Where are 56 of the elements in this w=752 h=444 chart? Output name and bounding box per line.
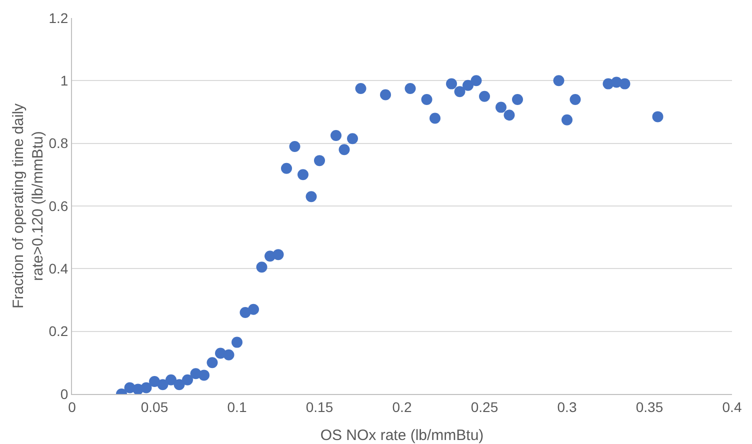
point [174, 379, 185, 390]
point [182, 374, 193, 386]
point [380, 89, 391, 100]
point [504, 110, 515, 121]
point [140, 382, 152, 394]
point [206, 357, 218, 368]
point [479, 90, 490, 102]
x-tick-label: 0.05 [140, 398, 168, 415]
point [355, 83, 366, 94]
x-tick-label: 0.25 [470, 398, 498, 415]
x-axis-title: OS NOx rate (lb/mmBtu) [320, 427, 484, 444]
point [562, 114, 572, 126]
x-tick-label: 0.15 [306, 398, 334, 415]
point [289, 140, 300, 152]
point [652, 111, 664, 122]
y-tick-label: 0.4 [48, 260, 68, 277]
point [272, 249, 284, 260]
y-axis-title: Fraction of operating time daily rate>0.120 (lb/mmBtu) [10, 102, 47, 309]
point [248, 304, 259, 315]
point [619, 78, 630, 90]
y-tick-label: 0.2 [48, 323, 68, 340]
y-tick-label: 0.6 [48, 198, 68, 214]
y-tick-label: 1 [60, 72, 68, 89]
point [454, 86, 466, 98]
x-tick-label: 0.1 [227, 398, 247, 415]
point [306, 191, 317, 202]
point [404, 83, 416, 94]
point [157, 379, 168, 390]
point [430, 112, 440, 124]
point [496, 102, 506, 113]
y-tick-label: 0.8 [48, 135, 68, 152]
x-tick-label: 0.3 [557, 398, 577, 415]
point [232, 336, 242, 348]
point [421, 94, 432, 105]
point [338, 144, 350, 156]
point [314, 155, 325, 166]
point [553, 75, 564, 86]
point [166, 374, 176, 386]
x-tick-label: 0.2 [392, 398, 412, 415]
y-tick-label: 0 [60, 386, 68, 402]
point [462, 80, 474, 91]
point [446, 78, 457, 90]
point [512, 94, 523, 105]
point [281, 162, 292, 174]
point [298, 169, 308, 180]
point [330, 130, 342, 141]
point [149, 376, 160, 387]
point [570, 94, 581, 105]
point [470, 75, 482, 86]
x-tick-label: 0.35 [636, 398, 664, 415]
point [256, 262, 268, 273]
point [347, 133, 358, 144]
point [223, 349, 234, 360]
y-tick-label: 1.2 [48, 10, 68, 26]
point [198, 370, 210, 381]
x-tick-label: 0.4 [722, 398, 742, 415]
